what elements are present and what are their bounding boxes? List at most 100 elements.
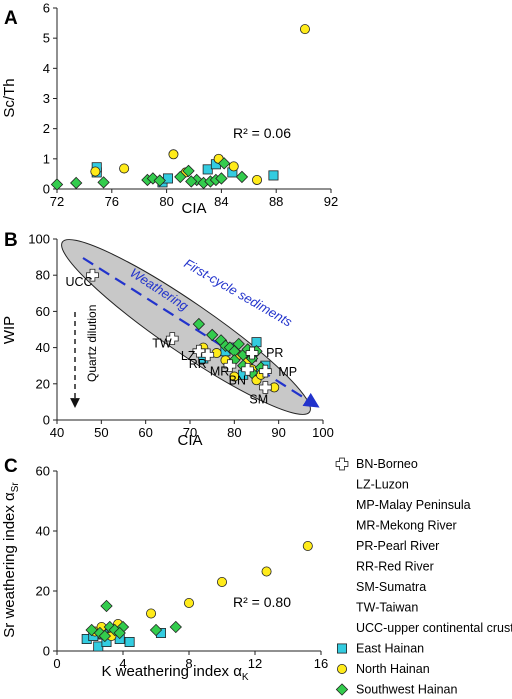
reference-point-lz	[192, 344, 206, 358]
reference-point-bn	[241, 362, 254, 376]
panel-c-north-hainan-point	[183, 598, 194, 609]
panel-a-east-hainan-point	[268, 170, 279, 181]
panel-b-north-hainan-point	[229, 371, 240, 382]
panel-c-southwest-hainan-point	[149, 623, 163, 637]
panel-a-y-tick-label: 5	[43, 31, 50, 46]
reference-label-tw: TW	[152, 337, 172, 351]
legend-reference-item: LZ-Luzon	[356, 478, 409, 492]
panel-a-southwest-hainan-point	[185, 175, 198, 188]
reference-point-rr	[201, 348, 215, 362]
panel-a-southwest-hainan-point	[97, 176, 110, 189]
panel-c-y-tick-label: 20	[36, 584, 50, 599]
panel-a-label: A	[4, 8, 18, 29]
panel-b-label: B	[4, 230, 18, 251]
panel-a-y-tick-label: 2	[43, 121, 50, 136]
reference-label-mr: MR	[210, 365, 229, 379]
panel-c-label: C	[4, 456, 18, 477]
panel-c-southwest-hainan-point	[113, 626, 126, 640]
legend-reference-item: UCC-upper continental crust	[356, 621, 512, 635]
panel-c-y-tick-label: 0	[43, 644, 50, 659]
panel-c-southwest-hainan-point	[98, 629, 112, 643]
panel-b-y-tick-label: 80	[36, 268, 50, 283]
legend-diamond-icon	[335, 683, 349, 696]
panel-b-y-tick-label: 20	[36, 376, 50, 391]
reference-label-lz: LZ	[181, 349, 196, 363]
panel-c-north-hainan-point	[216, 577, 227, 588]
panel-c-north-hainan-point	[261, 566, 272, 577]
panel-a-east-hainan-point	[202, 164, 213, 175]
panel-c-x-tick-label: 0	[53, 656, 60, 671]
panel-b-southwest-hainan-point	[232, 337, 245, 351]
panel-b-y-tick-label: 60	[36, 304, 50, 319]
panel-c-r2: R² = 0.80	[233, 594, 291, 610]
panel-a-x-tick-label: 80	[159, 194, 173, 209]
panel-c-ylabel-sub: Sr	[10, 482, 21, 493]
panel-b-y-tick-label: 40	[36, 340, 50, 355]
legend-series-item: East Hainan	[356, 642, 424, 656]
legend-reference-item: BN-Borneo	[356, 457, 418, 471]
panel-a-southwest-hainan-point	[217, 157, 231, 170]
panel-a-y-tick-label: 6	[43, 1, 50, 16]
panel-a-southwest-hainan-point	[182, 164, 195, 178]
panel-c-east-hainan-point	[124, 637, 135, 648]
reference-point-mr	[223, 359, 237, 373]
reference-label-sm: SM	[249, 392, 268, 406]
panel-b-xlabel: CIA	[177, 432, 202, 449]
reference-point-sm	[259, 381, 272, 394]
panel-a-y-tick-label: 1	[43, 151, 50, 166]
panel-c-x-tick-label: 12	[248, 656, 262, 671]
panel-b-southwest-hainan-point	[223, 341, 237, 354]
weathering-trend-arrow	[82, 257, 320, 408]
panel-a-y-tick-label: 0	[43, 182, 50, 197]
panel-a-r2: R² = 0.06	[233, 125, 291, 141]
legend-series-item: North Hainan	[356, 662, 430, 676]
quartz-dilution-label: Quartz dilution	[85, 305, 99, 382]
reference-point-tw	[165, 332, 179, 345]
panel-b: B Quartz dilution First-cycle sediments …	[1, 230, 334, 449]
panel-a-points	[50, 24, 310, 191]
panel-a-y-tick-label: 3	[43, 91, 50, 106]
panel-a-north-hainan-point	[252, 174, 263, 185]
panel-a-southwest-hainan-point	[50, 178, 64, 191]
reference-point-pr	[245, 346, 259, 360]
panel-a-x-tick-label: 92	[324, 194, 338, 209]
panel-c-y-tick-label: 60	[36, 464, 50, 479]
legend-reference-item: PR-Pearl River	[356, 539, 439, 553]
panel-a-north-hainan-point	[168, 149, 179, 160]
panel-b-x-tick-label: 80	[227, 425, 241, 440]
legend-square-icon	[336, 643, 347, 654]
panel-b-x-tick-label: 90	[271, 425, 285, 440]
legend-reference-item: MR-Mekong River	[356, 519, 457, 533]
panel-b-x-tick-label: 40	[50, 425, 64, 440]
legend: BN-Borneo LZ-Luzon MP-Malay Peninsula MR-Me…	[335, 457, 512, 697]
legend-circle-icon	[336, 664, 347, 675]
reference-label-bn: BN	[229, 373, 246, 387]
panel-c-xlabel: K weathering index αK	[101, 663, 248, 683]
panel-b-x-tick-label: 60	[138, 425, 152, 440]
panel-a-southwest-hainan-point	[215, 172, 228, 185]
panel-a-x-tick-label: 88	[269, 194, 283, 209]
panel-a-southwest-hainan-point	[235, 170, 249, 184]
panel-b-southwest-hainan-point	[206, 328, 219, 342]
panel-a-x-tick-label: 76	[105, 194, 119, 209]
panel-b-y-tick-label: 0	[43, 413, 50, 428]
legend-reference-item: TW-Taiwan	[356, 601, 418, 615]
panel-c-x-tick-label: 4	[119, 656, 126, 671]
panel-c: C 0 4 8 12 16 0 20 40 60 R² = 0.80 K weathering …	[1, 456, 328, 683]
panel-c-y-tick-label: 40	[36, 524, 50, 539]
panel-a: A 72 76 80 84 88 92 0 1 2 3 4 5 6 R² = 0.06 CIA Sc/T…	[1, 1, 338, 218]
panel-a-y-tick-label: 4	[43, 61, 50, 76]
legend-series-item: Southwest Hainan	[356, 683, 458, 697]
panel-b-y-tick-label: 100	[28, 232, 50, 247]
reference-label-ucc: UCC	[65, 275, 92, 289]
panel-b-x-tick-label: 50	[94, 425, 108, 440]
panel-c-axes	[56, 471, 321, 652]
reference-label-rr: RR	[189, 357, 207, 371]
panel-b-points	[192, 317, 280, 393]
panel-a-north-hainan-point	[119, 163, 130, 174]
legend-reference-item: RR-Red River	[356, 560, 434, 574]
panel-a-north-hainan-point	[228, 161, 239, 172]
legend-reference-item: SM-Sumatra	[356, 580, 426, 594]
reference-label-pr: PR	[266, 346, 283, 360]
